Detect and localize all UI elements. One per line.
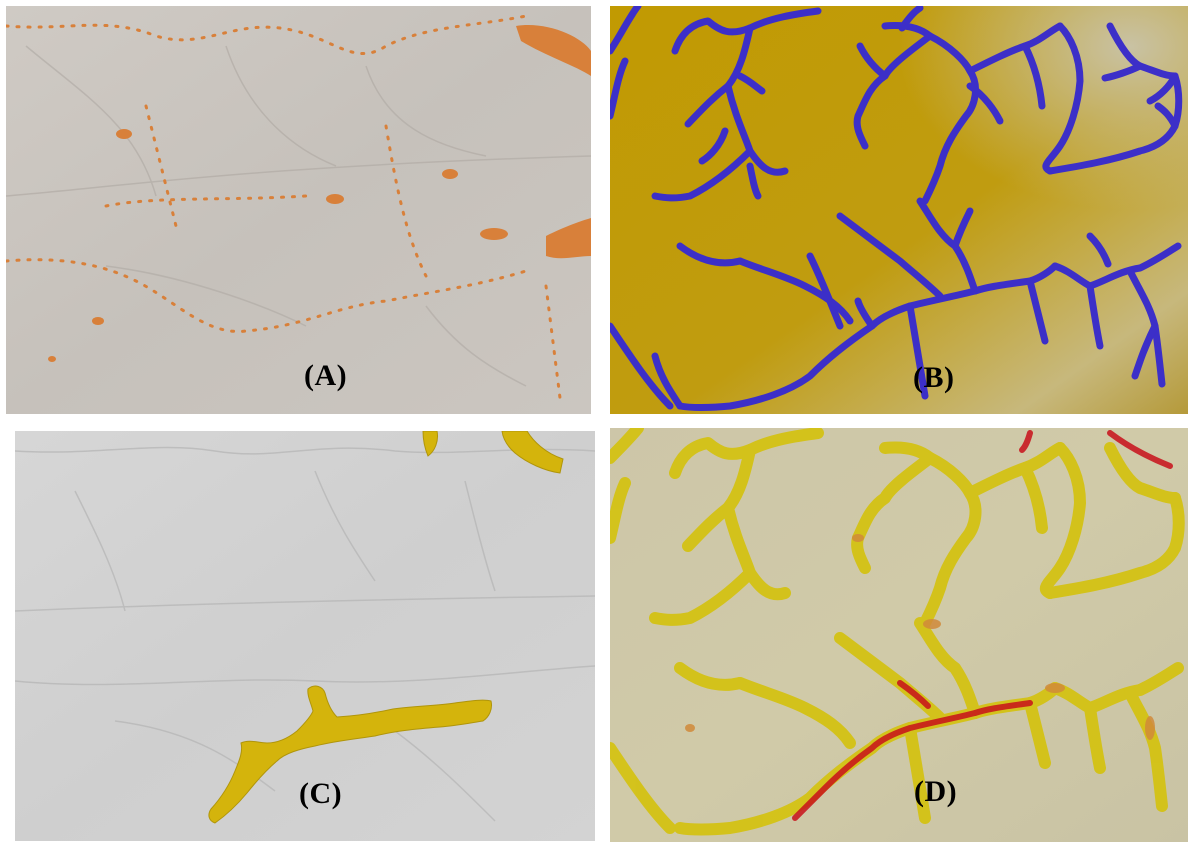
dem-highlight xyxy=(610,6,1188,414)
stream-network xyxy=(610,6,1183,411)
map-panel-c: (C) xyxy=(15,431,595,841)
hillshade-base xyxy=(6,6,591,414)
map-panel-b: (B) xyxy=(610,6,1188,414)
map-b-canvas xyxy=(610,6,1188,414)
terrain-relief xyxy=(15,446,595,822)
map-d-canvas xyxy=(610,428,1188,842)
valley-class-red xyxy=(792,430,1173,821)
map-panel-a: (A) xyxy=(6,6,591,414)
map-panel-d: (D) xyxy=(610,428,1188,842)
valley-polygon xyxy=(208,431,564,824)
hillshade-base xyxy=(610,428,1188,842)
sink-patches xyxy=(48,25,591,362)
valley-class-orange xyxy=(685,534,1155,740)
panel-label-c: (C) xyxy=(299,777,343,810)
panel-label-b: (B) xyxy=(913,361,955,394)
sink-dots xyxy=(6,14,563,408)
map-a-canvas xyxy=(6,6,591,414)
hillshade-base xyxy=(15,431,595,841)
panel-label-a: (A) xyxy=(304,359,348,392)
terrain-relief xyxy=(6,45,591,387)
panel-label-d: (D) xyxy=(914,775,958,808)
map-c-canvas xyxy=(15,431,595,841)
